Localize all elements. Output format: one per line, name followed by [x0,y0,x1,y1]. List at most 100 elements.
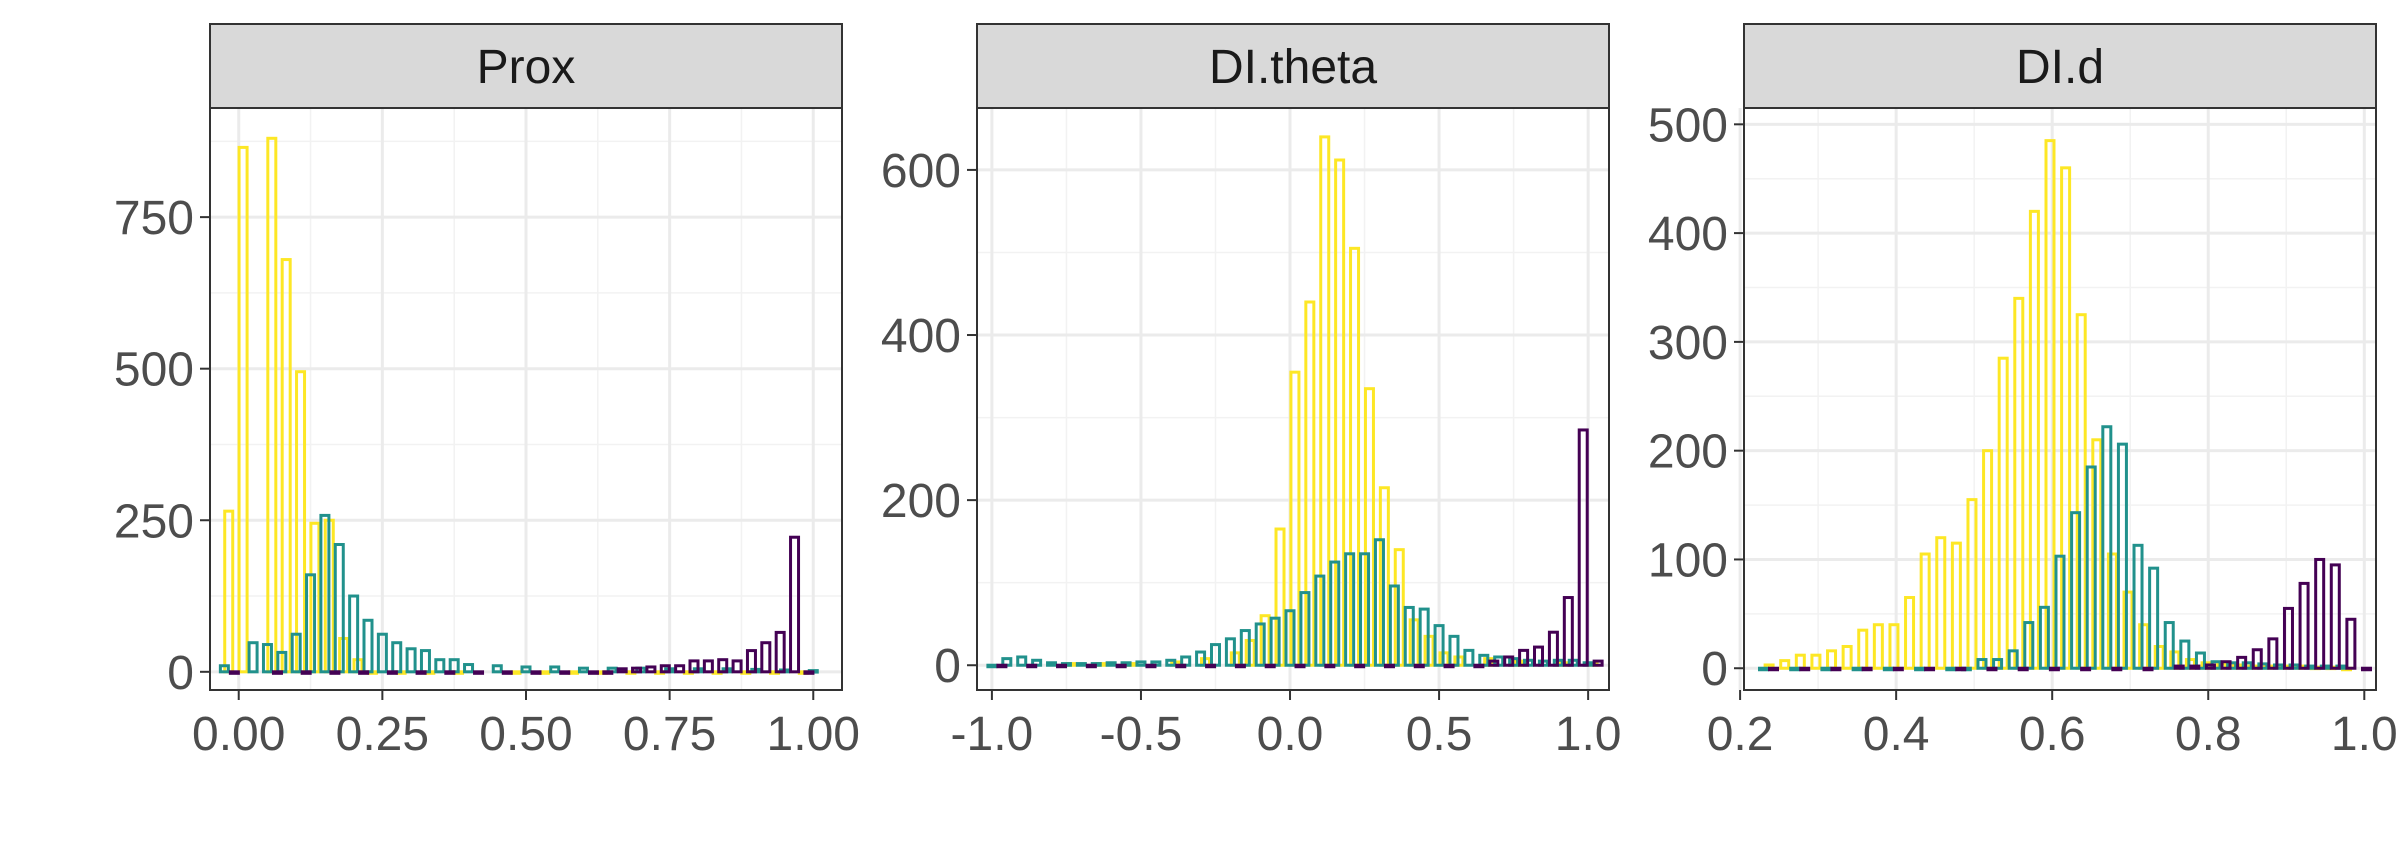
histogram-bar [2142,666,2154,672]
histogram-bar [986,663,998,669]
histogram-bar [1026,663,1038,669]
histogram-bar [1768,666,1780,672]
y-tick-label: 400 [1648,208,1728,261]
histogram-bar [1503,655,1515,667]
panel-3: DI.d 0.2 0.4 0.6 0.8 1.0 0 100 200 300 400 500 [1648,23,2398,761]
histogram-bar [444,670,456,675]
histogram-bar [1904,596,1916,670]
histogram-bar [261,643,273,674]
histogram-bar [2023,621,2035,670]
histogram-bar [2360,666,2372,672]
y-tick-label: 200 [1648,426,1728,479]
histogram-bar [602,670,614,675]
histogram-bar [386,670,398,675]
histogram-bar [2038,605,2050,670]
histogram-bar [1354,663,1366,669]
histogram-bar [2329,563,2341,670]
panel-2: DI.theta -1.0 -0.5 0.0 0.5 1.0 0 200 400 600 [881,23,1622,761]
histogram-bar [2153,644,2165,670]
histogram-bar [1758,666,1770,672]
histogram-bar [1085,663,1097,669]
y-tick-label: 0 [934,640,961,693]
histogram-bar [1413,663,1425,669]
histogram-bar [2111,666,2123,672]
y-tick-label: 200 [881,475,961,528]
histogram-bar [760,641,772,674]
histogram-bar [2080,666,2092,672]
histogram-bar [376,632,388,674]
histogram-bar [1443,663,1455,669]
histogram-bar [1463,648,1475,667]
histogram-bar [1433,624,1445,667]
histogram-bar [2163,621,2175,670]
histogram-bar [1799,666,1811,672]
x-tick-label: 0.6 [2019,708,2086,761]
histogram-bar [774,630,786,674]
histogram-bar [1518,648,1530,667]
histogram-bar [674,664,686,674]
histogram-bar [2236,655,2248,670]
histogram-bar [1383,663,1395,669]
histogram-bar [2028,209,2040,670]
histogram-bar [1224,637,1236,667]
histogram-bar [271,670,283,675]
histogram-bar [434,658,446,674]
histogram-bar [1264,663,1276,669]
histogram-bar [2314,557,2326,670]
x-tick-label: 0.00 [192,708,285,761]
facet-strip-label: DI.d [2016,41,2104,94]
histogram-bar [1403,605,1415,667]
histogram-bar [473,670,485,675]
histogram-bar [1175,663,1187,669]
histogram-bar [2257,662,2269,670]
histogram-bar [358,670,370,675]
histogram-bar [1344,552,1356,667]
histogram-bar [2173,664,2185,670]
histogram-bar [717,658,729,674]
histogram-bar [290,632,302,674]
histogram-bar [247,641,259,674]
x-tick-label: 0.25 [336,708,429,761]
histogram-bar [2241,661,2253,670]
histogram-bar [2148,566,2160,670]
histogram-bar [2251,648,2263,670]
y-tick-label: 300 [1648,317,1728,370]
histogram-bar [1075,662,1087,667]
x-tick-label: 1.0 [1555,708,1622,761]
histogram-bar [2017,666,2029,672]
histogram-bar [731,659,743,674]
histogram-bar [2116,442,2128,670]
facet-strip [209,23,843,109]
histogram-bar [559,670,571,675]
y-tick-label: 500 [114,344,194,397]
x-tick-label: 0.4 [1863,708,1930,761]
histogram-bar [1914,666,1926,672]
histogram-bar [1046,661,1058,667]
histogram-bar [1145,663,1157,669]
histogram-bar [1935,536,1947,670]
histogram-bar [300,670,312,675]
x-tick-label: 0.50 [479,708,572,761]
histogram-bar [1976,658,1988,670]
histogram-bar [745,649,757,674]
histogram-bar [1779,659,1791,670]
histogram-bar [549,665,561,674]
histogram-bar [2085,465,2097,670]
histogram-bar [789,535,801,674]
histogram-bar [2122,590,2134,670]
histogram-bar [2179,639,2191,670]
histogram-bar [2204,663,2216,670]
facet-strip [976,23,1610,109]
histogram-bar [1105,661,1117,667]
histogram-bar [1373,538,1385,667]
histogram-bar [1924,666,1936,672]
histogram-bar [2345,617,2357,670]
histogram-bar [1234,663,1246,669]
histogram-bar [616,667,628,674]
x-tick-label: 0.5 [1406,708,1473,761]
histogram-bar [1945,666,1957,672]
y-tick-label: 0 [167,647,194,700]
histogram-bar [2101,425,2113,670]
y-tick-label: 250 [114,495,194,548]
